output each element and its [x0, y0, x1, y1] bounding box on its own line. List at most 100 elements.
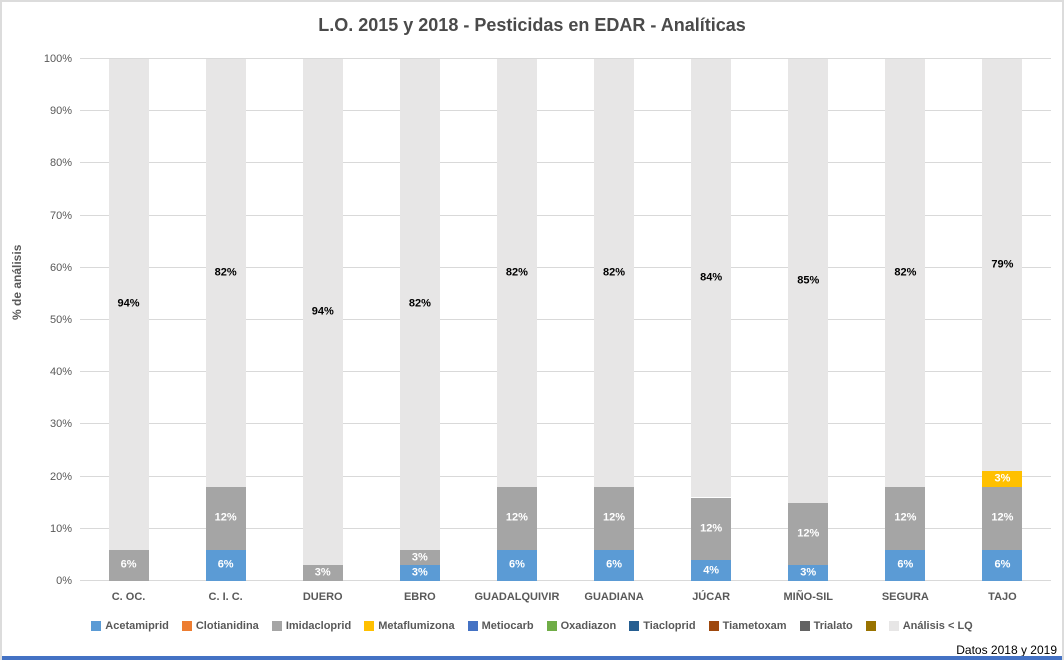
segment-label: 12% [797, 527, 820, 540]
bar-segment-acetamiprid [691, 560, 732, 581]
gridline [80, 371, 1051, 373]
segment-label: 3% [411, 566, 428, 579]
legend-swatch-icon [865, 621, 876, 631]
bar-column: 3% 12% 85% [788, 59, 829, 581]
x-axis-label: MIÑO-SIL [783, 591, 833, 603]
legend-swatch-icon [629, 621, 640, 631]
gridline [80, 266, 1051, 268]
gridline [80, 319, 1051, 320]
legend-item: Clotianidina [181, 620, 259, 632]
bar-segment-imidacloprid [399, 549, 440, 566]
segment-label: 3% [411, 551, 428, 564]
segment-label: 82% [894, 266, 917, 279]
segment-label: 12% [894, 511, 917, 524]
segment-label: 12% [700, 522, 723, 535]
legend-label: Tiacloprid [643, 620, 696, 632]
bar-slot: 6% 12% 82% [857, 59, 954, 581]
bar-slot: 6% 12% 82% [566, 59, 663, 581]
x-axis-label: TAJO [988, 591, 1017, 603]
y-tick-label: 80% [49, 157, 72, 170]
bar-segment-analisis-lq [496, 59, 537, 488]
segment-label: 82% [408, 297, 431, 310]
x-axis-label: GUADALQUIVIR [474, 591, 560, 603]
x-axis-label: SEGURA [881, 591, 929, 603]
x-axis-label: GUADIANA [584, 591, 644, 603]
segment-label: 6% [994, 558, 1011, 571]
segment-label: 12% [214, 511, 237, 524]
legend-swatch-icon [799, 621, 810, 631]
bar-slot: 3% 94% [274, 59, 371, 581]
bar-column: 6% 12% 82% [885, 59, 926, 581]
bar-slot: 4% 12% 84% [663, 59, 760, 581]
gridline [80, 580, 1051, 581]
segment-label: 4% [703, 564, 720, 577]
x-axis-label: DUERO [302, 591, 343, 603]
x-axis-label: JÚCAR [692, 591, 731, 603]
bar-segment-imidacloprid [885, 487, 926, 550]
segment-label: 85% [797, 274, 820, 287]
legend-label: Tiametoxam [722, 620, 787, 632]
legend-item: Metiocarb [467, 620, 534, 632]
y-tick-label: 20% [49, 470, 72, 483]
y-tick-label: 30% [49, 418, 72, 431]
bar-slot: 6% 12% 3% 79% [954, 59, 1051, 581]
legend-item: Acetamiprid [91, 620, 169, 632]
bar-column: 6% 12% 82% [496, 59, 537, 581]
gridline [80, 475, 1051, 477]
footer-note: Datos 2018 y 2019 [956, 643, 1057, 657]
gridline [80, 527, 1051, 529]
bar-segment-analisis-lq [691, 59, 732, 498]
gridline [80, 214, 1051, 216]
segment-label: 6% [120, 558, 137, 571]
bar-segment-acetamiprid [205, 549, 246, 581]
bar-segment-analisis-lq [399, 59, 440, 550]
x-axis-label: C. OC. [111, 591, 146, 603]
bar-column: 6% 12% 82% [205, 59, 246, 581]
segment-label: 6% [217, 558, 234, 571]
x-axis-label: EBRO [403, 591, 436, 603]
y-tick-label: 70% [49, 209, 72, 222]
bar-segment-imidacloprid [496, 487, 537, 550]
legend-item [865, 621, 876, 631]
bar-slot: 6% 94% [80, 59, 177, 581]
bar-segment-imidacloprid [302, 565, 343, 581]
segment-label: 82% [505, 266, 528, 279]
legend-label: Trialato [813, 620, 853, 632]
bar-segment-analisis-lq [982, 59, 1023, 472]
segment-label: 94% [117, 297, 140, 310]
segment-label: 6% [606, 558, 622, 571]
y-axis-title: % de análisis [10, 244, 24, 320]
bar-segment-analisis-lq [205, 59, 246, 488]
legend-label: Oxadiazon [560, 620, 617, 632]
gridline [80, 58, 1051, 59]
segment-label: 6% [897, 558, 914, 571]
bar-segment-imidacloprid [982, 487, 1023, 550]
legend-item: Tiametoxam [708, 620, 787, 632]
bar-slot: 3% 3% 82% [371, 59, 468, 581]
legend-item: Imidacloprid [271, 620, 351, 632]
legend-label: Análisis < LQ [902, 620, 973, 632]
x-axis-labels: C. OC. C. I. C. DUERO EBRO GUADALQUIVIR GUADI… [80, 591, 1051, 607]
bar-segment-imidacloprid [108, 549, 149, 581]
bar-slot: 3% 12% 85% [760, 59, 857, 581]
segment-label: 79% [991, 258, 1014, 271]
bar-segment-imidacloprid [788, 502, 829, 566]
legend-swatch-icon [91, 621, 102, 631]
bar-segment-metaflumizona [982, 471, 1023, 488]
segment-label: 82% [214, 266, 237, 279]
y-tick-label: 10% [49, 522, 72, 535]
bar-segment-analisis-lq [885, 59, 926, 488]
legend-item: Trialato [799, 620, 853, 632]
gridline [80, 162, 1051, 164]
bar-segment-analisis-lq [108, 59, 149, 550]
legend-swatch-icon [467, 621, 478, 631]
bar-segment-analisis-lq [594, 59, 635, 488]
bar-segment-acetamiprid [788, 565, 829, 581]
segment-label: 6% [508, 558, 525, 571]
x-axis-label: C. I. C. [208, 591, 243, 603]
bar-segment-analisis-lq [302, 59, 343, 566]
legend-swatch-icon [364, 621, 375, 631]
segment-label: 3% [800, 566, 817, 579]
bar-column: 4% 12% 84% [691, 59, 732, 581]
